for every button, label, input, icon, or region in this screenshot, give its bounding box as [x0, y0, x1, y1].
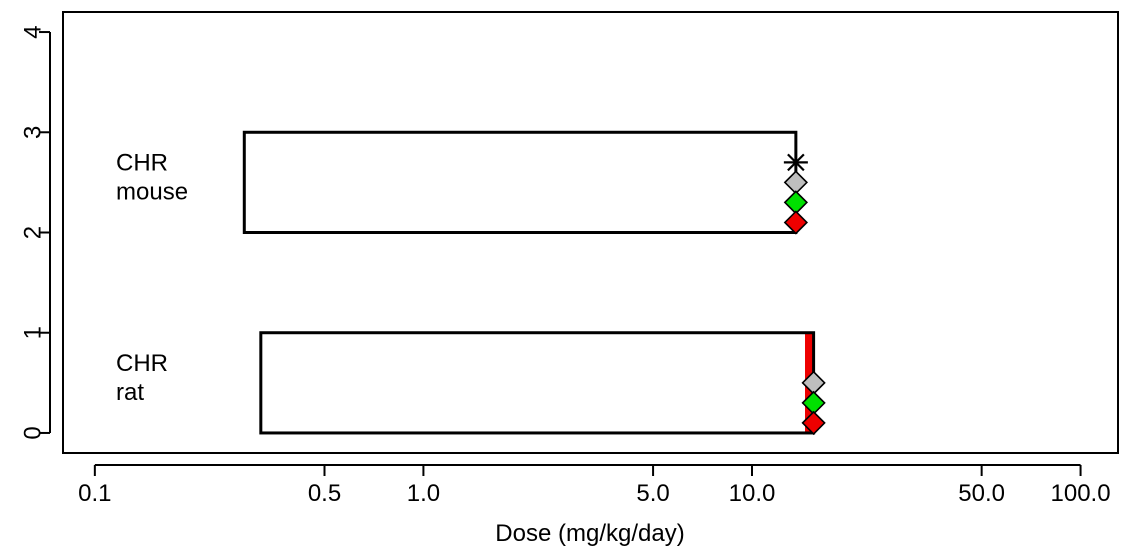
x-tick-label: 50.0: [958, 480, 1005, 507]
x-tick-label: 10.0: [729, 480, 776, 507]
dose-range-box: [242, 130, 798, 234]
diamond-marker: [783, 170, 808, 195]
dose-range-box: [259, 331, 816, 435]
diamond-marker: [783, 190, 808, 215]
y-tick-label: 2: [19, 226, 46, 239]
x-tick-label: 1.0: [407, 480, 440, 507]
x-tick-label: 0.1: [78, 480, 111, 507]
x-tick-label: 0.5: [308, 480, 341, 507]
plot-frame: [62, 11, 1119, 454]
diamond-marker: [801, 410, 826, 436]
y-tick-label: 0: [19, 426, 46, 439]
x-axis-title: Dose (mg/kg/day): [495, 520, 684, 547]
row-label-endpoint: CHR: [116, 149, 168, 176]
y-tick-label: 4: [19, 25, 46, 38]
row-label-endpoint: CHR: [116, 350, 168, 377]
x-axis: 0.1 0.5 1.0 5.0 10.0 50.0 100.0: [78, 464, 1111, 507]
x-tick-label: 5.0: [636, 480, 669, 507]
star-marker: [783, 150, 808, 175]
diamond-marker: [783, 210, 808, 235]
y-tick-label: 3: [19, 126, 46, 139]
x-tick-label: 100.0: [1051, 480, 1111, 507]
y-tick-label: 1: [19, 326, 46, 339]
row-label-species: rat: [116, 379, 144, 406]
y-axis: 0 1 2 3 4: [19, 25, 51, 440]
row-label-species: mouse: [116, 178, 188, 205]
